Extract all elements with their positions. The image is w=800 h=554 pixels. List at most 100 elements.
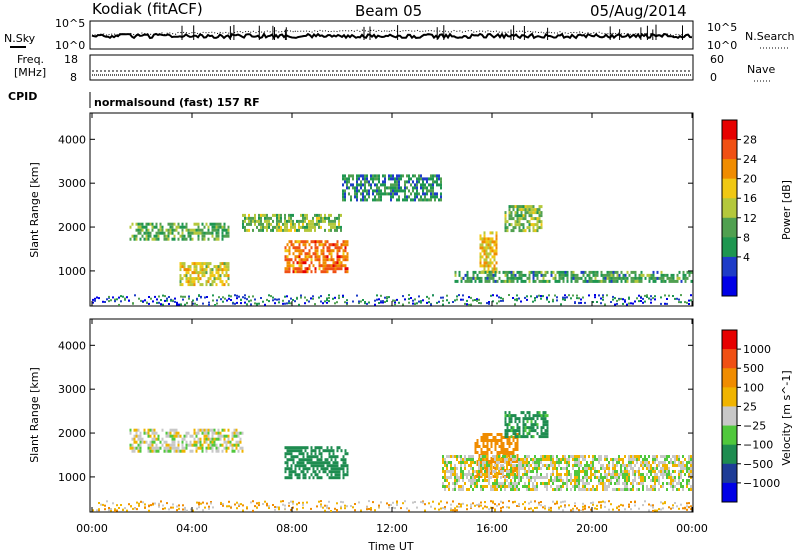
heatmap-cell (611, 271, 613, 274)
heatmap-cell (666, 464, 668, 467)
heatmap-cell (531, 417, 533, 420)
heatmap-cell (146, 302, 148, 304)
heatmap-cell (208, 444, 210, 447)
heatmap-cell (337, 470, 339, 473)
heatmap-cell (182, 262, 184, 265)
heatmap-cell (521, 205, 523, 208)
heatmap-cell (537, 208, 539, 211)
heatmap-cell (520, 479, 522, 482)
heatmap-cell (298, 229, 300, 232)
heatmap-cell (482, 246, 484, 249)
heatmap-cell (640, 464, 642, 467)
heatmap-cell (533, 423, 535, 426)
heatmap-cell (598, 470, 600, 473)
heatmap-cell (182, 296, 184, 298)
heatmap-cell (534, 461, 536, 464)
heatmap-cell (552, 488, 554, 491)
heatmap-cell (539, 220, 541, 223)
heatmap-cell (527, 277, 529, 280)
heatmap-cell (572, 295, 574, 297)
heatmap-cell (310, 297, 312, 299)
heatmap-cell (454, 476, 456, 479)
heatmap-cell (368, 508, 370, 510)
heatmap-cell (194, 277, 196, 280)
heatmap-cell (454, 467, 456, 470)
heatmap-cell (432, 294, 434, 296)
heatmap-cell (204, 262, 206, 265)
heatmap-cell (180, 435, 182, 438)
heatmap-cell (564, 294, 566, 296)
heatmap-cell (166, 432, 168, 435)
heatmap-cell (200, 232, 202, 235)
heatmap-cell (448, 302, 450, 304)
heatmap-cell (302, 504, 304, 506)
heatmap-cell (332, 220, 334, 223)
heatmap-cell (214, 274, 216, 277)
heatmap-cell (309, 252, 311, 255)
heatmap-cell (650, 464, 652, 467)
heatmap-cell (420, 186, 422, 189)
heatmap-cell (478, 302, 480, 304)
heatmap-cell (294, 229, 296, 232)
heatmap-cell (150, 435, 152, 438)
heatmap-cell (623, 274, 625, 277)
heatmap-cell (525, 208, 527, 211)
heatmap-cell (638, 473, 640, 476)
heatmap-cell (616, 458, 618, 461)
heatmap-cell (290, 226, 292, 229)
heatmap-cell (118, 304, 120, 306)
heatmap-cell (470, 506, 472, 508)
heatmap-cell (422, 186, 424, 189)
heatmap-cell (290, 229, 292, 232)
heatmap-cell (148, 223, 150, 226)
heatmap-cell (313, 240, 315, 243)
heatmap-cell (624, 485, 626, 488)
heatmap-cell (172, 435, 174, 438)
heatmap-cell (635, 271, 637, 274)
heatmap-cell (156, 450, 158, 453)
heatmap-cell (342, 295, 344, 297)
heatmap-cell (320, 214, 322, 217)
heatmap-cell (337, 261, 339, 264)
y-tick-label: 4000 (58, 339, 86, 352)
heatmap-cell (490, 485, 492, 488)
heatmap-cell (624, 473, 626, 476)
heatmap-cell (529, 417, 531, 420)
heatmap-cell (510, 461, 512, 464)
heatmap-cell (297, 464, 299, 467)
heatmap-cell (540, 298, 542, 300)
heatmap-cell (505, 226, 507, 229)
heatmap-cell (282, 504, 284, 506)
heatmap-cell (319, 461, 321, 464)
heatmap-cell (176, 229, 178, 232)
heatmap-cell (190, 450, 192, 453)
heatmap-cell (224, 226, 226, 229)
heatmap-cell (289, 249, 291, 252)
heatmap-cell (331, 470, 333, 473)
heatmap-cell (220, 262, 222, 265)
heatmap-cell (319, 464, 321, 467)
heatmap-cell (556, 488, 558, 491)
heatmap-cell (535, 280, 537, 283)
heatmap-cell (477, 451, 479, 454)
heatmap-cell (254, 299, 256, 301)
heatmap-cell (456, 482, 458, 485)
heatmap-cell (636, 297, 638, 299)
heatmap-cell (335, 467, 337, 470)
heatmap-cell (376, 294, 378, 296)
heatmap-cell (585, 277, 587, 280)
heatmap-cell (497, 442, 499, 445)
heatmap-cell (560, 485, 562, 488)
colorbar-tick-label: 25 (743, 400, 757, 413)
heatmap-cell (500, 300, 502, 302)
heatmap-cell (299, 461, 301, 464)
heatmap-cell (488, 237, 490, 240)
heatmap-cell (134, 238, 136, 241)
heatmap-cell (394, 507, 396, 509)
heatmap-cell (606, 455, 608, 458)
heatmap-cell (600, 479, 602, 482)
noise-left-label: N.Sky (4, 32, 36, 45)
heatmap-cell (454, 510, 456, 512)
heatmap-cell (545, 280, 547, 283)
heatmap-cell (613, 277, 615, 280)
